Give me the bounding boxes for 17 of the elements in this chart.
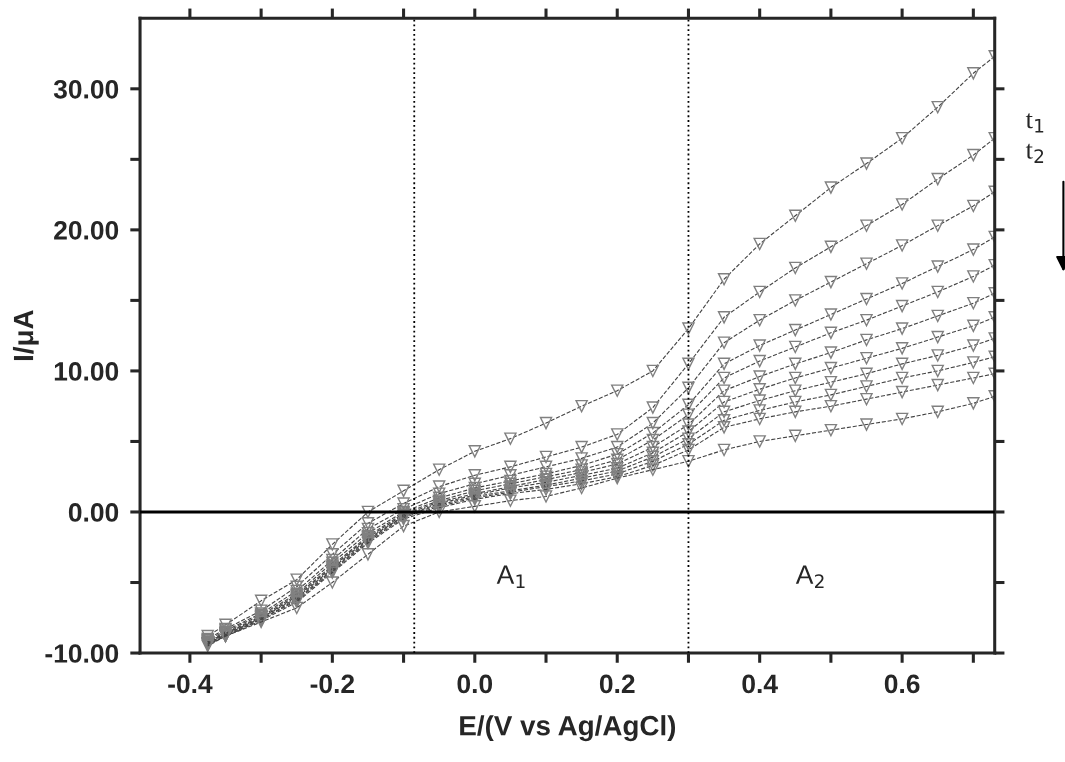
x-tick-label: 0.6 [884,674,920,694]
x-axis-title: E/(V vs Ag/AgCl) [460,715,676,742]
y-tick-label: -10.00 [45,644,119,663]
x-tick-label: -0.2 [310,674,355,694]
y-axis-title: I/μA [12,310,39,361]
x-tick-label: 0.2 [599,674,635,694]
y-tick-label: 0.00 [68,503,119,522]
x-tick-label: -0.4 [168,674,213,694]
annotation: A$_{1}$ [496,565,525,588]
y-tick-label: 30.00 [53,79,119,99]
text: t$_{2}$ [1025,143,1044,163]
x-tick-label: 0.0 [457,674,493,694]
y-tick-label: 10.00 [54,362,119,381]
x-tick-label: 0.4 [742,674,778,694]
text: t$_{1}$ [1025,113,1044,133]
y-tick-label: 20.00 [54,221,119,240]
annotation: A$_{2}$ [795,565,824,588]
